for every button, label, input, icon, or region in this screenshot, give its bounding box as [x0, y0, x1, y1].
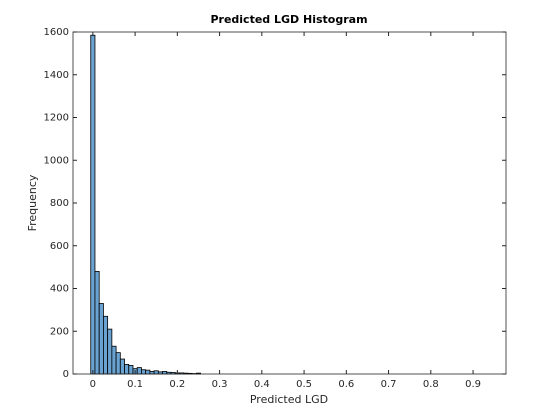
x-axis-label: Predicted LGD	[250, 393, 328, 406]
bar	[145, 369, 151, 375]
bar	[124, 363, 130, 375]
bar	[103, 315, 109, 375]
bar	[141, 369, 147, 375]
x-tick-label: 0.9	[465, 379, 481, 390]
bar	[119, 358, 125, 375]
bar	[111, 345, 117, 375]
y-tick-label: 800	[50, 198, 69, 209]
x-tick-label: 0.3	[212, 379, 228, 390]
bar	[128, 365, 134, 375]
y-tick-label: 600	[50, 241, 69, 252]
y-tick-label: 1600	[44, 27, 69, 38]
bar	[94, 270, 100, 375]
x-tick-label: 0.6	[338, 379, 354, 390]
bar	[153, 370, 159, 375]
chart-title: Predicted LGD Histogram	[210, 13, 367, 26]
y-tick-label: 200	[50, 326, 69, 337]
x-tick-label: 0.1	[127, 379, 143, 390]
bar	[98, 303, 104, 375]
bar	[107, 328, 113, 375]
x-tick-label: 0.5	[296, 379, 312, 390]
x-tick-label: 0.4	[254, 379, 270, 390]
y-tick-label: 1400	[44, 70, 69, 81]
y-tick-label: 1000	[44, 155, 69, 166]
x-tick-label: 0.8	[423, 379, 439, 390]
y-tick-label: 0	[63, 369, 69, 380]
bar	[136, 367, 142, 375]
bar	[90, 34, 96, 375]
bar	[115, 352, 121, 375]
x-tick-label: 0	[90, 379, 96, 390]
x-tick-label: 0.2	[169, 379, 185, 390]
y-tick-label: 1200	[44, 113, 69, 124]
y-axis-label: Frequency	[26, 174, 39, 231]
x-tick-label: 0.7	[381, 379, 397, 390]
y-tick-label: 400	[50, 284, 69, 295]
